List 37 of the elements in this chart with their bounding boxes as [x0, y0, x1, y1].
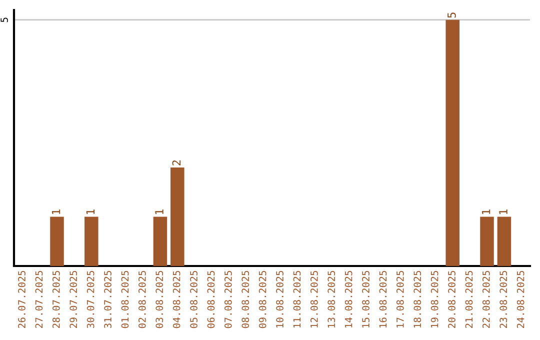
x-tick-label: 27.07.2025: [35, 270, 43, 328]
data-label: 1: [499, 209, 508, 214]
x-tick-label: 09.08.2025: [258, 270, 266, 328]
x-tick-label: 22.08.2025: [482, 270, 490, 328]
x-tick-label: 19.08.2025: [430, 270, 438, 328]
x-tick-label: 18.08.2025: [414, 270, 422, 328]
x-tick-label: 21.08.2025: [465, 270, 473, 328]
x-tick-label: 14.08.2025: [344, 270, 352, 328]
x-tick-label: 08.08.2025: [242, 270, 250, 328]
x-tick-label: 17.08.2025: [396, 270, 404, 328]
data-label: 1: [52, 209, 60, 214]
x-tick-label: 15.08.2025: [362, 270, 370, 328]
data-label: 5: [448, 12, 456, 18]
x-tick-label: 31.07.2025: [104, 270, 112, 328]
x-tick-label: 01.08.2025: [121, 270, 129, 328]
x-tick-label: 23.08.2025: [500, 270, 508, 328]
x-tick-label: 02.08.2025: [138, 270, 146, 328]
data-label: 2: [172, 160, 180, 166]
data-label: 1: [155, 209, 164, 214]
x-tick-label: 28.07.2025: [52, 270, 60, 328]
x-tick-label: 16.08.2025: [379, 270, 387, 328]
x-tick-label: 20.08.2025: [448, 270, 456, 328]
x-tick-label: 03.08.2025: [156, 270, 164, 328]
x-tick-label: 06.08.2025: [207, 270, 215, 328]
data-label: 1: [86, 209, 94, 214]
x-tick-label: 04.08.2025: [172, 270, 180, 328]
x-tick-label: 26.07.2025: [18, 270, 26, 328]
x-tick-label: 10.08.2025: [276, 270, 284, 328]
x-tick-label: 07.08.2025: [224, 270, 232, 328]
x-tick-label: 12.08.2025: [310, 270, 318, 328]
x-tick-label: 24.08.2025: [516, 270, 524, 328]
x-tick-label: 05.08.2025: [190, 270, 198, 328]
x-tick-label: 29.07.2025: [70, 270, 78, 328]
data-label: 1: [482, 209, 490, 214]
x-tick-label: 30.07.2025: [86, 270, 94, 328]
x-tick-label: 11.08.2025: [293, 270, 301, 328]
x-tick-label: 13.08.2025: [328, 270, 336, 328]
